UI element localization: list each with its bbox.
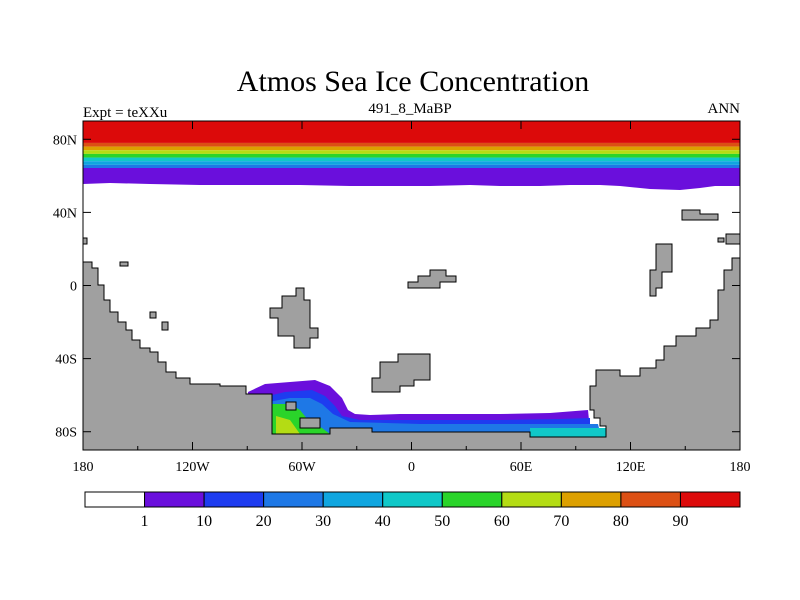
x-tick-label: 0 bbox=[408, 460, 415, 475]
colorbar-label: 70 bbox=[553, 513, 569, 530]
x-tick-label: 120W bbox=[175, 460, 210, 475]
season-label: ANN bbox=[708, 101, 741, 117]
north-band-10 bbox=[83, 121, 740, 143]
north-band-3 bbox=[83, 164, 740, 169]
land-island-east-2 bbox=[681, 209, 719, 221]
chart-subtitle: 491_8_MaBP bbox=[368, 101, 451, 117]
x-tick-label: 180 bbox=[730, 460, 751, 475]
colorbar-label: 10 bbox=[196, 513, 212, 530]
colorbar-label: 40 bbox=[375, 513, 391, 530]
experiment-label: Expt = teXXu bbox=[83, 105, 168, 121]
x-tick-label: 60E bbox=[510, 460, 533, 475]
colorbar-box bbox=[560, 491, 622, 508]
north-band-9 bbox=[83, 142, 740, 147]
colorbar-box bbox=[322, 491, 384, 508]
weddell-ice-inner bbox=[268, 398, 600, 434]
colorbar-box bbox=[203, 491, 265, 508]
colorbar-label: 30 bbox=[315, 513, 331, 530]
north-band-8 bbox=[83, 146, 740, 151]
north-band-7 bbox=[83, 150, 740, 154]
colorbar-box bbox=[144, 491, 205, 508]
land-sa-patch bbox=[285, 401, 297, 411]
land-island-equator bbox=[407, 269, 457, 289]
land-island-east-4 bbox=[717, 237, 725, 243]
land-island-far-west bbox=[82, 237, 88, 245]
y-tick-label: 0 bbox=[70, 280, 77, 295]
x-tick-label: 180 bbox=[73, 460, 94, 475]
y-tick-label: 80S bbox=[55, 426, 77, 441]
y-tick-label: 40N bbox=[53, 206, 77, 221]
y-tick-label: 80N bbox=[53, 133, 77, 148]
chart-title: Atmos Sea Ice Concentration bbox=[237, 65, 589, 98]
y-tick-label: 40S bbox=[55, 353, 77, 368]
colorbar-box bbox=[263, 491, 324, 508]
ross-ice-cyan bbox=[530, 428, 606, 437]
colorbar-box bbox=[84, 491, 146, 508]
colorbar-label: 90 bbox=[672, 513, 688, 530]
land-sa-patch-2 bbox=[299, 417, 321, 429]
north-ice-bands bbox=[83, 121, 740, 178]
x-tick-label: 120E bbox=[616, 460, 646, 475]
land-island-west-1 bbox=[119, 261, 129, 267]
land-antarctica bbox=[82, 257, 741, 451]
weddell-ice-yellow bbox=[276, 416, 300, 434]
axis-ticks: 180 120W 60W 0 60E 120E 180 80N 40N 0 40S 80S bbox=[53, 121, 751, 475]
x-tick-label: 60W bbox=[288, 460, 316, 475]
north-band-6 bbox=[83, 153, 740, 158]
land-island-west-3 bbox=[161, 321, 169, 331]
colorbar-label: 50 bbox=[434, 513, 450, 530]
colorbar-box bbox=[501, 491, 562, 508]
north-ice-edge bbox=[83, 168, 740, 190]
colorbar: 1 10 20 30 40 50 60 70 80 90 bbox=[84, 491, 741, 530]
colorbar-box bbox=[382, 491, 443, 508]
colorbar-label: 80 bbox=[613, 513, 629, 530]
map-area bbox=[82, 120, 741, 451]
colorbar-box bbox=[441, 491, 503, 508]
land-island-south-atlantic bbox=[371, 353, 431, 393]
colorbar-label: 60 bbox=[494, 513, 510, 530]
colorbar-label: 20 bbox=[256, 513, 272, 530]
land-masses bbox=[82, 209, 741, 451]
land-island-east-3 bbox=[725, 233, 741, 245]
colorbar-box bbox=[679, 491, 741, 508]
north-band-5 bbox=[83, 157, 740, 162]
colorbar-box bbox=[620, 491, 681, 508]
land-island-west-2 bbox=[149, 311, 157, 319]
colorbar-label: 1 bbox=[141, 513, 149, 530]
land-island-sa-north bbox=[269, 287, 319, 349]
north-band-4 bbox=[83, 161, 740, 165]
land-island-east-1 bbox=[649, 243, 673, 297]
